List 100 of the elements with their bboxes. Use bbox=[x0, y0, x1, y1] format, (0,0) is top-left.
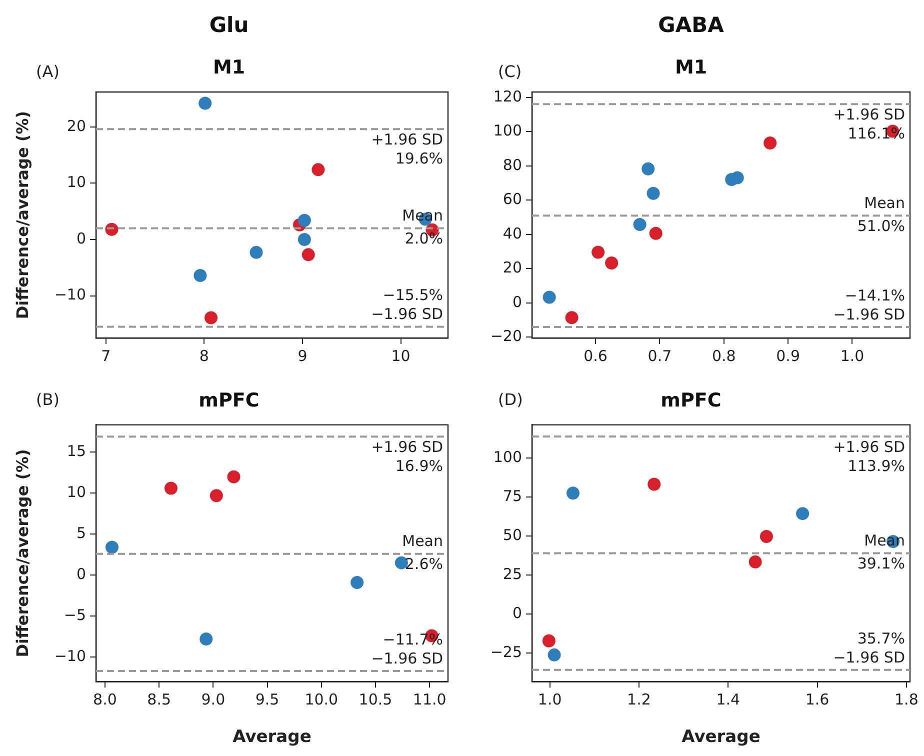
x-tick-label: 1.0 bbox=[840, 346, 864, 365]
y-tick-label: 0 bbox=[76, 565, 86, 584]
chart-title: GABA bbox=[658, 13, 725, 38]
ref-line-label: −1.96 SD bbox=[833, 648, 905, 666]
y-tick-label: 80 bbox=[502, 156, 522, 174]
ref-line-label: −1.96 SD bbox=[371, 305, 443, 324]
point bbox=[592, 246, 605, 259]
y-tick-label: 20 bbox=[66, 116, 86, 135]
y-axis-title: Difference/average (%) bbox=[12, 449, 32, 658]
x-tick-label: 1.6 bbox=[805, 690, 830, 708]
annotation: 39.1% bbox=[857, 554, 905, 573]
point bbox=[302, 248, 315, 262]
ref-line-label: +1.96 SD bbox=[833, 438, 905, 456]
x-tick-label: 0.6 bbox=[584, 346, 608, 365]
annotation: −14.1% bbox=[844, 286, 905, 304]
y-tick-label: −10 bbox=[54, 286, 86, 304]
y-tick-label: 5 bbox=[76, 524, 86, 542]
annotation: 35.7% bbox=[857, 629, 905, 648]
annotation: −15.5% bbox=[382, 286, 443, 304]
annotation: 113.9% bbox=[848, 456, 905, 475]
point bbox=[542, 290, 556, 304]
point bbox=[106, 540, 119, 554]
point bbox=[796, 507, 810, 520]
y-tick-label: −5 bbox=[64, 606, 86, 624]
y-tick-label: 50 bbox=[502, 526, 522, 544]
x-tick-label: 0.7 bbox=[648, 346, 672, 365]
text: (B) bbox=[36, 390, 60, 410]
x-tick-label: 7 bbox=[101, 346, 111, 365]
x-tick-label: 1.0 bbox=[538, 690, 562, 708]
ref-line-label: Mean bbox=[402, 532, 443, 550]
x-tick-label: 10.5 bbox=[358, 690, 392, 708]
x-tick-label: 10 bbox=[391, 346, 410, 365]
y-tick-label: −10 bbox=[54, 646, 86, 665]
annotation: 51.0% bbox=[857, 216, 905, 235]
ref-line-label: +1.96 SD bbox=[833, 106, 905, 124]
annotation: 19.6% bbox=[395, 150, 443, 168]
y-tick-label: 75 bbox=[502, 487, 522, 506]
x-tick-label: 9.5 bbox=[255, 690, 280, 708]
y-tick-label: 60 bbox=[502, 190, 522, 208]
point bbox=[633, 218, 646, 231]
y-axis-title: Difference/average (%) bbox=[12, 110, 32, 320]
point bbox=[605, 256, 618, 270]
x-tick-label: 1.8 bbox=[894, 690, 918, 708]
x-tick-label: 8.0 bbox=[93, 690, 117, 708]
y-tick-label: −25 bbox=[490, 643, 522, 662]
point bbox=[194, 269, 207, 282]
chart-title: mPFC bbox=[660, 389, 722, 412]
point bbox=[566, 486, 580, 500]
annotation: 16.9% bbox=[395, 457, 443, 476]
point bbox=[748, 555, 762, 568]
point bbox=[548, 648, 561, 662]
point bbox=[250, 246, 263, 259]
chart-subtitle: M1 bbox=[212, 56, 246, 79]
ref-line-label: +1.96 SD bbox=[371, 130, 443, 149]
y-tick-label: 100 bbox=[493, 448, 522, 466]
point bbox=[730, 171, 744, 184]
point bbox=[350, 576, 364, 589]
y-tick-label: −20 bbox=[490, 327, 522, 346]
x-tick-label: 9.0 bbox=[201, 690, 226, 708]
x-tick-label: 1.2 bbox=[627, 690, 651, 708]
y-tick-label: 0 bbox=[512, 604, 522, 622]
point bbox=[542, 634, 556, 648]
point bbox=[298, 214, 311, 227]
point bbox=[565, 311, 578, 324]
x-tick-label: 9 bbox=[298, 346, 308, 365]
x-axis-title: Average bbox=[232, 727, 312, 748]
y-tick-label: 15 bbox=[66, 442, 86, 460]
point bbox=[204, 311, 218, 324]
x-tick-label: 8.5 bbox=[147, 690, 172, 708]
ref-line-label: −1.96 SD bbox=[371, 649, 443, 668]
point bbox=[312, 163, 325, 176]
point bbox=[164, 482, 178, 495]
point bbox=[210, 489, 223, 502]
x-tick-label: 1.4 bbox=[716, 690, 740, 708]
point bbox=[642, 162, 655, 176]
annotation: 2.6% bbox=[404, 555, 443, 574]
text: (C) bbox=[498, 62, 522, 82]
point bbox=[298, 232, 311, 246]
point bbox=[764, 136, 777, 150]
point bbox=[760, 530, 773, 544]
x-tick-label: 11.0 bbox=[412, 690, 446, 708]
x-tick-label: 0.8 bbox=[712, 346, 736, 365]
chart-title: mPFC bbox=[198, 389, 260, 412]
text: (A) bbox=[36, 62, 60, 82]
annotation: −11.7% bbox=[382, 630, 443, 648]
y-tick-label: 120 bbox=[493, 87, 522, 106]
ref-line-label: +1.96 SD bbox=[371, 438, 443, 456]
y-tick-label: 10 bbox=[66, 483, 86, 502]
point bbox=[648, 478, 661, 491]
y-tick-label: 20 bbox=[502, 258, 522, 277]
point bbox=[649, 226, 662, 240]
x-tick-label: 10.0 bbox=[304, 690, 338, 708]
x-tick-label: 0.9 bbox=[776, 346, 800, 365]
point bbox=[198, 96, 212, 110]
y-tick-label: 100 bbox=[493, 122, 522, 140]
point bbox=[227, 470, 240, 484]
annotation: 2.0% bbox=[404, 230, 443, 248]
x-axis-title: Average bbox=[682, 727, 760, 748]
point bbox=[200, 632, 213, 646]
ref-line-label: Mean bbox=[864, 194, 905, 212]
